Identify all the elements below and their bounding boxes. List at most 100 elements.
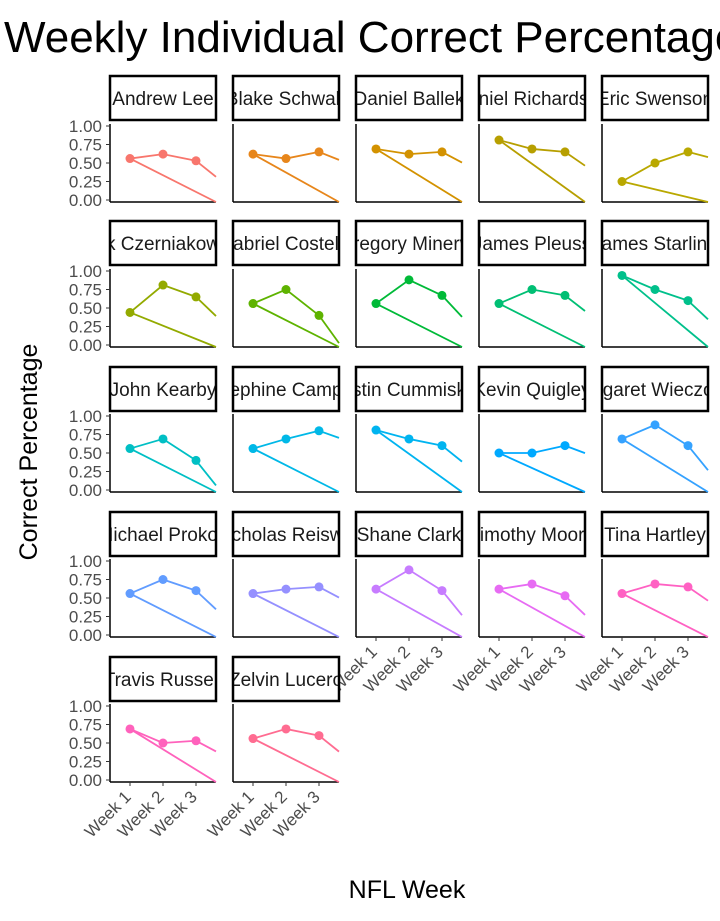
series-trail	[621, 438, 709, 493]
data-point	[650, 158, 660, 168]
chart-title: Weekly Individual Correct Percentage	[4, 13, 720, 62]
data-point	[314, 426, 324, 436]
series-trail	[621, 180, 709, 203]
y-tick-label: 0.75	[69, 426, 102, 445]
data-point	[248, 299, 258, 309]
y-tick-label: 0.00	[69, 336, 102, 355]
facet-strip	[108, 655, 218, 703]
facet-panel: Blake Schwab	[231, 74, 341, 203]
y-tick-label: 0.25	[69, 753, 102, 772]
facet-strip	[108, 219, 218, 267]
series-trail	[129, 592, 217, 638]
series-trail	[129, 447, 217, 493]
data-point	[683, 582, 693, 592]
facet-strip	[477, 219, 587, 267]
y-tick-label: 0.75	[69, 716, 102, 735]
data-point	[617, 589, 627, 599]
facet-label: Timothy Moore	[469, 525, 595, 546]
facet-strip	[108, 74, 218, 122]
data-point	[683, 441, 693, 451]
facet-label: Shane Clark	[357, 525, 462, 546]
series-trail	[252, 302, 340, 348]
data-point	[617, 434, 627, 444]
series-trail	[195, 589, 217, 610]
facet-label: Erik Czerniakowski	[83, 234, 243, 255]
data-point	[560, 591, 570, 601]
facet-label: James Pleuss	[473, 234, 591, 255]
y-tick-label: 0.75	[69, 136, 102, 155]
facet-panel: John Kearby 0.000.250.500.751.00	[69, 365, 218, 500]
data-point	[314, 731, 324, 741]
x-axis-title: NFL Week	[349, 876, 466, 904]
facet-label: Gregory Minerva	[338, 234, 480, 255]
facet-label: Tina Hartley	[604, 525, 706, 546]
y-tick-label: 1.00	[69, 407, 102, 426]
data-point	[314, 582, 324, 592]
facet-label: Daniel Ballek	[354, 89, 465, 110]
y-tick-label: 0.50	[69, 734, 102, 753]
data-point	[191, 455, 201, 465]
facet-strip	[231, 655, 341, 703]
facet-label: Andrew Lee	[112, 89, 213, 110]
facet-strip	[354, 74, 464, 122]
data-point	[158, 280, 168, 290]
data-point	[494, 135, 504, 145]
facet-strip	[231, 219, 341, 267]
data-point	[371, 584, 381, 594]
data-point	[125, 589, 135, 599]
y-tick-label: 0.50	[69, 154, 102, 173]
series-trail	[564, 595, 586, 616]
data-point	[125, 724, 135, 734]
series-trail	[375, 302, 463, 348]
y-tick-label: 0.00	[69, 626, 102, 645]
y-tick-label: 0.50	[69, 589, 102, 608]
data-point	[158, 575, 168, 584]
y-tick-label: 1.00	[69, 117, 102, 136]
data-point	[125, 154, 135, 164]
data-point	[437, 586, 447, 596]
facet-panel: Daniel Richardson	[477, 74, 587, 203]
series-trail	[375, 148, 463, 203]
data-point	[617, 270, 627, 280]
series-trail	[195, 459, 217, 486]
data-point	[371, 144, 381, 154]
series-trail	[687, 445, 709, 471]
data-point	[158, 738, 168, 748]
facet-strip	[231, 74, 341, 122]
series-trail	[441, 294, 463, 318]
facet-strip	[477, 74, 587, 122]
data-point	[248, 734, 258, 744]
data-point	[191, 292, 201, 302]
y-tick-label: 0.50	[69, 444, 102, 463]
data-point	[683, 147, 693, 157]
series-trail	[375, 429, 463, 493]
data-point	[125, 307, 135, 317]
series-trail	[498, 588, 586, 638]
facet-label: James Starling	[592, 234, 718, 255]
y-tick-label: 0.00	[69, 191, 102, 210]
facet-strip	[477, 510, 587, 558]
facet-strip	[477, 365, 587, 413]
data-point	[404, 565, 414, 575]
y-axis-title: Correct Percentage	[15, 344, 43, 561]
y-tick-label: 0.00	[69, 771, 102, 790]
facet-panel: Gabriel Costello	[231, 219, 341, 348]
facet-panel: Josephine Campbell	[200, 365, 372, 493]
series-trail	[129, 728, 217, 783]
facet-panel: Eric Swenson	[600, 74, 710, 203]
y-tick-label: 0.50	[69, 299, 102, 318]
data-point	[371, 299, 381, 309]
facet-panel: Daniel Ballek	[354, 74, 465, 203]
y-tick-label: 0.00	[69, 481, 102, 500]
data-point	[683, 296, 693, 306]
series-trail	[621, 274, 709, 348]
facet-strip	[108, 365, 218, 413]
series-trail	[252, 447, 340, 493]
facet-label: Josephine Campbell	[200, 380, 372, 401]
data-point	[125, 444, 135, 454]
